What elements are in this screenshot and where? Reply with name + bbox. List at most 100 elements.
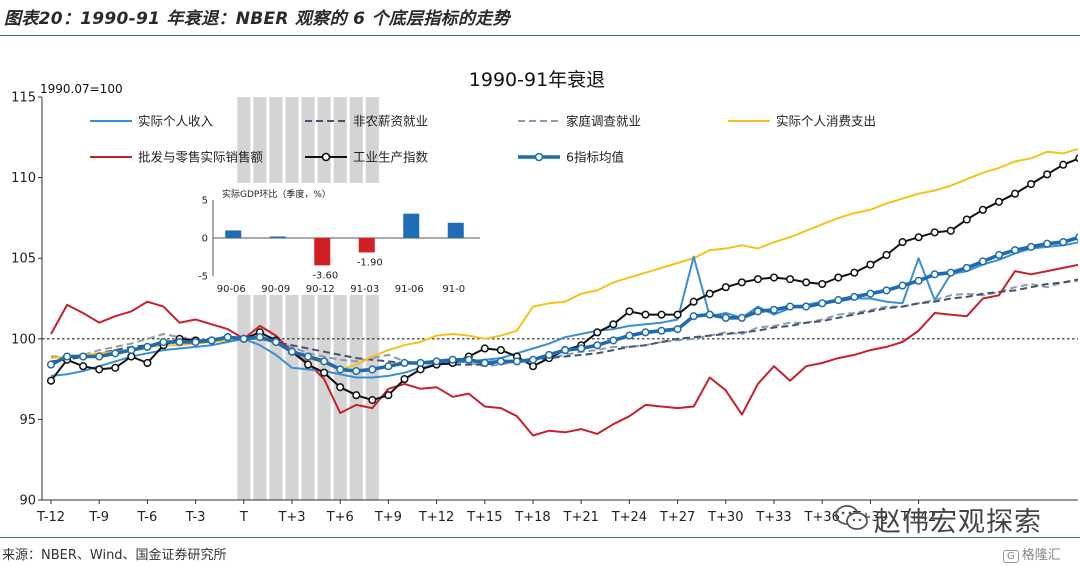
inset-x-tick-label: 91-03 xyxy=(350,284,379,295)
series-point xyxy=(1075,233,1078,242)
series-point xyxy=(384,391,393,400)
series-point xyxy=(95,365,104,374)
series-point xyxy=(79,352,88,361)
series-point xyxy=(1059,160,1068,169)
x-tick-label: T-3 xyxy=(185,510,206,525)
series-point xyxy=(689,297,698,306)
inset-bg xyxy=(190,183,486,295)
inset-chart: 实际GDP环比（季度，%） -5 0 5 90-06 90-09 90-12 -3.60 91-… xyxy=(190,183,486,295)
series-point xyxy=(143,342,152,351)
series-point xyxy=(1027,179,1036,189)
x-tick-label: T+33 xyxy=(755,510,791,525)
series-point xyxy=(866,289,875,298)
series-point xyxy=(448,355,457,364)
series-point xyxy=(609,320,618,329)
x-tick-label: T xyxy=(239,510,248,525)
series-point xyxy=(914,233,923,242)
inset-data-label: -1.90 xyxy=(357,257,383,268)
series-point xyxy=(480,344,489,353)
legend-label: 实际个人收入 xyxy=(138,114,214,129)
series-point xyxy=(239,334,248,343)
series-point xyxy=(946,268,955,277)
x-tick-label: T+12 xyxy=(418,510,454,525)
x-tick-label: T+18 xyxy=(514,510,550,525)
badge-icon: G xyxy=(1003,550,1019,563)
inset-bar xyxy=(225,230,242,238)
series-point xyxy=(818,279,827,289)
inset-x-tick-label: 90-06 xyxy=(217,284,246,295)
legend-marker xyxy=(534,152,544,162)
series-point xyxy=(673,310,682,319)
series-point xyxy=(625,307,634,316)
series-point xyxy=(753,275,762,284)
series-point xyxy=(898,238,907,247)
series-point xyxy=(866,260,875,269)
series-point xyxy=(464,355,473,364)
x-tick-label: T-12 xyxy=(36,510,65,525)
series-point xyxy=(223,333,232,342)
series-point xyxy=(1059,238,1068,247)
series-point xyxy=(882,286,891,295)
series-point xyxy=(416,358,425,368)
series-point xyxy=(978,257,987,266)
series-point xyxy=(625,331,634,340)
series-point xyxy=(786,275,795,284)
series-point xyxy=(898,281,907,290)
series-point xyxy=(400,358,409,368)
series-point xyxy=(641,328,650,337)
series-point xyxy=(737,278,746,287)
series-point xyxy=(255,333,264,342)
series-point xyxy=(802,278,811,287)
series-point xyxy=(368,365,377,374)
series-point xyxy=(1010,246,1020,255)
watermark-text: 赵伟宏观探索 xyxy=(874,507,1042,538)
series-point xyxy=(930,228,939,237)
series-point xyxy=(111,349,120,358)
series-point xyxy=(753,307,762,316)
series-point xyxy=(191,337,200,347)
recession-band xyxy=(285,97,299,500)
series-point xyxy=(593,328,602,337)
series-point xyxy=(528,362,538,371)
series-point xyxy=(1043,170,1052,179)
series-point xyxy=(95,352,104,361)
series-point xyxy=(111,363,120,372)
series-point xyxy=(705,310,714,319)
y-tick-label: 100 xyxy=(11,332,36,347)
series-point xyxy=(336,365,345,374)
series-line xyxy=(50,278,1078,366)
legend-label: 工业生产指数 xyxy=(353,150,429,165)
series-point xyxy=(528,355,538,364)
legend-marker xyxy=(321,152,331,162)
series-point xyxy=(930,270,939,279)
series-point xyxy=(304,352,313,361)
series-point xyxy=(962,215,971,224)
legend-label: 实际个人消费支出 xyxy=(776,114,876,129)
inset-data-label: -3.60 xyxy=(312,270,338,281)
inset-bar xyxy=(269,236,286,238)
x-tick-label: T+36 xyxy=(804,510,840,525)
series-point xyxy=(496,346,505,355)
inset-x-tick-label: 90-09 xyxy=(261,284,290,295)
series-point xyxy=(207,336,216,345)
series-point xyxy=(384,362,393,371)
x-tick-label: T+6 xyxy=(326,510,354,525)
inset-bar xyxy=(403,213,420,238)
series-point xyxy=(882,250,891,260)
series-point xyxy=(657,326,666,335)
recession-band xyxy=(269,97,283,500)
series-point xyxy=(1075,154,1078,163)
series-point xyxy=(352,391,361,400)
y-tick-label: 115 xyxy=(11,91,36,106)
legend-label: 6指标均值 xyxy=(566,150,624,165)
series-point xyxy=(287,347,297,356)
series-point xyxy=(545,350,554,359)
series-point xyxy=(46,360,56,369)
series-point xyxy=(593,341,602,350)
x-tick-label: T+21 xyxy=(563,510,599,525)
series-point xyxy=(336,383,345,392)
series-point xyxy=(271,337,280,347)
badge-text: 格隆汇 xyxy=(1021,548,1061,563)
series-point xyxy=(769,305,779,314)
series-point xyxy=(320,368,329,377)
